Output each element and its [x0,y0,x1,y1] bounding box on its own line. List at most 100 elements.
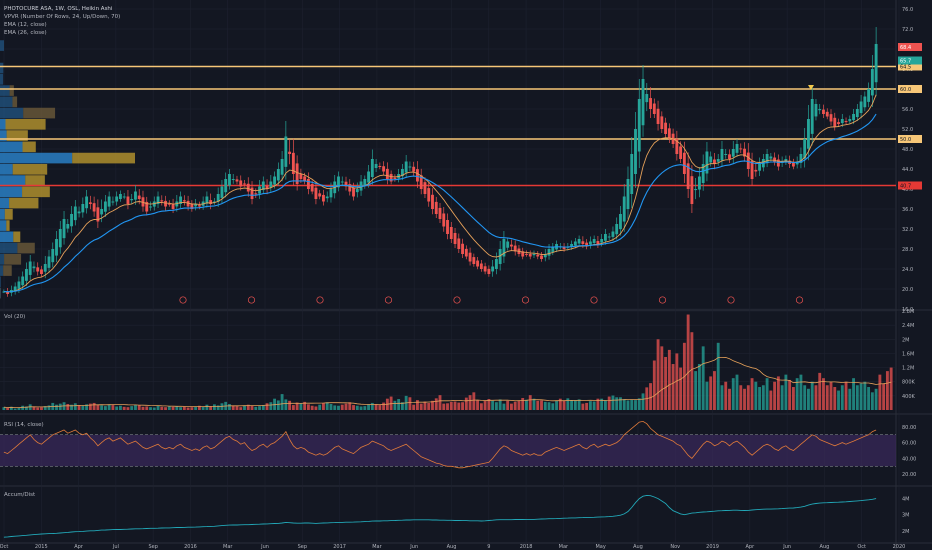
volume-bar [769,390,773,410]
candle-body [352,187,355,197]
candle-body [303,176,307,182]
candle-body [269,181,273,188]
rsi-tick-label: 80.00 [902,425,916,431]
candle-body [600,239,604,243]
volume-bar [70,404,73,410]
candle-body [479,263,483,269]
candle-body [73,206,77,221]
volume-bar [303,401,307,410]
volume-bar [596,398,600,410]
candle-body [126,196,130,204]
candle-body [532,254,536,256]
volume-bar [502,403,506,410]
volume-bar [431,400,434,410]
volume-bar [743,388,746,410]
candle-body [404,161,408,173]
vpvr-up-bar [0,287,1,299]
earnings-marker [179,296,187,304]
volume-bar [716,342,720,410]
candle-body [829,114,833,122]
volume-bar [134,404,137,410]
volume-bar [43,406,47,410]
volume-bar [434,398,438,410]
rsi-band [0,434,896,467]
candle-body [367,171,370,183]
candle-body [690,176,694,204]
candle-body [494,259,498,269]
candle-body [111,201,115,203]
candle-body [547,249,551,256]
candle-body [573,241,577,246]
volume-bar [517,400,521,410]
vpvr-up-bar [0,74,4,85]
candle-body [224,179,228,193]
candle-body [750,160,754,179]
candle-body [791,162,795,167]
vpvr-down-bar [17,242,35,254]
y-tick-label: 36.0 [902,207,913,213]
volume-bar [814,385,818,410]
volume-bar [235,406,239,410]
candle-body [28,261,32,275]
candle-body [6,291,10,294]
candle-body [288,151,292,154]
rsi-tick-label: 60.00 [902,441,916,447]
volume-bar [137,405,141,410]
volume-bar [540,400,543,410]
candle-body [77,211,81,214]
candle-body [306,178,310,189]
current-price-label: 68.4 [900,45,911,51]
candle-body [694,189,698,191]
volume-bar [190,407,194,410]
volume-bar [600,398,604,410]
volume-bar [671,364,675,410]
candle-body [521,251,525,257]
volume-bar [348,402,352,410]
candle-body [164,200,167,207]
volume-bar [427,402,431,410]
volume-bar [611,395,615,410]
y-tick-label: 56.0 [902,107,913,113]
earnings-marker [384,296,393,304]
x-tick-label: Aug [633,544,643,550]
volume-bar [874,388,878,410]
volume-bar [464,397,468,410]
volume-bar [652,360,656,410]
candle-body [280,159,284,175]
candle-body [679,146,683,159]
legend-layer: PHOTOCURE ASA, 1W, OSL, Heikin Ashi VPVR… [4,6,120,498]
candle-body [250,187,254,199]
x-tick-label: Jun [260,544,269,550]
volume-bar [254,406,258,410]
vpvr-up-bar [0,40,4,51]
candle-body [746,152,750,169]
volume-bar [363,406,367,410]
volume-bar [592,401,596,410]
volume-bar [731,378,735,410]
volume-bar [566,398,570,410]
volume-bar [295,402,299,410]
volume-bar [491,400,495,410]
volume-bar [374,403,378,410]
candle-body [637,99,641,152]
volume-bar [130,406,134,410]
candle-body [743,148,746,157]
volume-bar [637,398,641,410]
volume-bar [40,407,43,410]
volume-bar [713,371,716,410]
candle-body [70,214,73,227]
x-tick-label: Mar [223,544,233,550]
signal-triangle-marker [808,85,814,90]
volume-bar [588,401,592,410]
volume-bar [55,404,58,410]
candle-body [630,154,634,195]
candle-body [137,195,141,199]
vpvr-up-bar [0,209,5,220]
volume-bar [697,364,701,410]
vpvr-up-bar [0,175,26,186]
volume-bar [397,399,401,410]
y-tick-label: 20.0 [902,287,913,293]
candle-body [81,204,85,213]
volume-bar [246,404,250,410]
x-tick-label: 2016 [184,544,197,550]
